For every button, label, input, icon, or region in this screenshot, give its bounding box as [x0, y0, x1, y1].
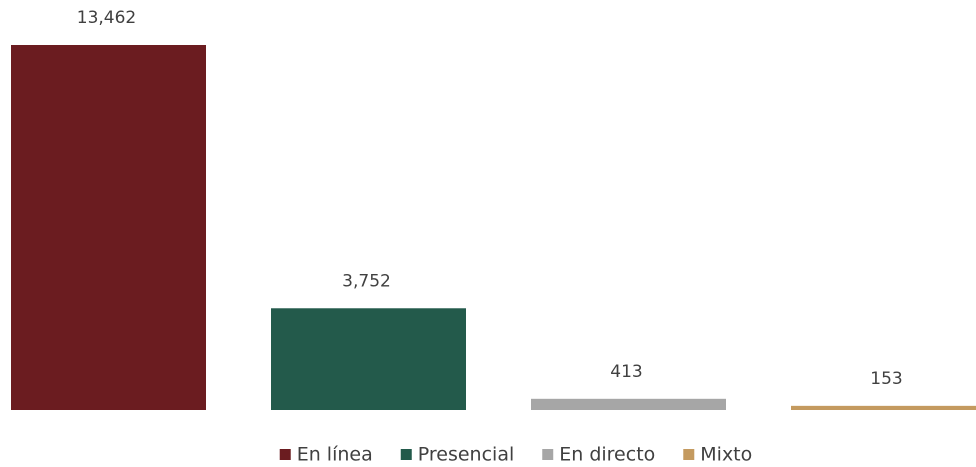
bar	[531, 398, 726, 410]
legend-swatch	[400, 449, 412, 460]
data-label: 153	[870, 369, 902, 389]
data-label: 13,462	[77, 8, 136, 28]
legend-label: Presencial	[418, 444, 514, 466]
data-label: 3,752	[342, 271, 391, 291]
legend-swatch	[279, 449, 291, 460]
legend-swatch	[542, 449, 554, 460]
bar	[791, 405, 976, 410]
legend-label: Mixto	[700, 444, 752, 466]
bar	[11, 45, 206, 410]
legend-label: En directo	[559, 444, 655, 466]
legend-swatch	[683, 449, 695, 460]
bar	[271, 308, 466, 410]
data-label: 413	[610, 362, 642, 382]
legend-label: En línea	[297, 444, 373, 466]
